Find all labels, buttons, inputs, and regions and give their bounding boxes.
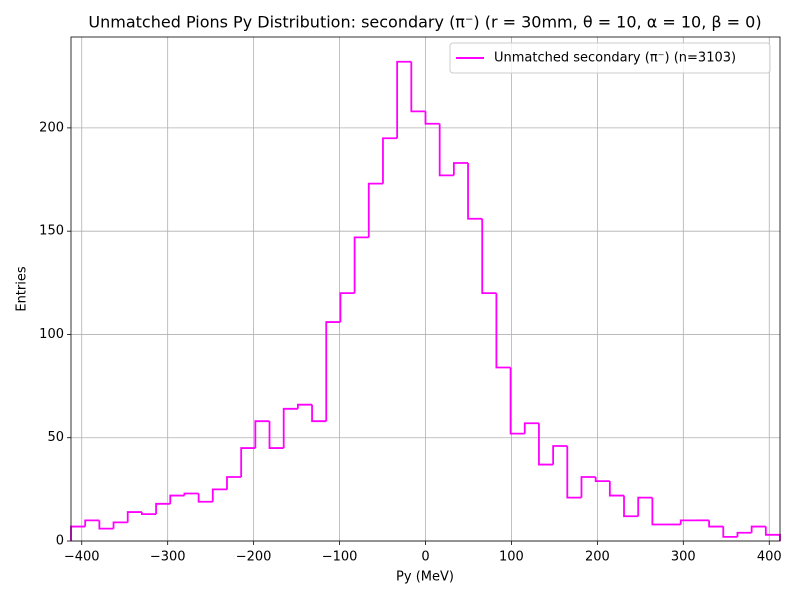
histogram-step (84, 519, 100, 527)
histogram-step (566, 445, 582, 499)
x-tick-label: 0 (421, 550, 429, 565)
histogram-step (282, 407, 298, 449)
x-tick-label: −300 (150, 550, 186, 565)
x-axis-label: Py (MeV) (396, 570, 454, 585)
x-tick-label: −100 (322, 550, 358, 565)
histogram-step (736, 531, 752, 537)
x-tick-label: 100 (499, 550, 524, 565)
histogram-step (254, 420, 270, 449)
chart-title: Unmatched Pions Py Distribution: seconda… (88, 13, 761, 32)
histogram-step (410, 61, 426, 113)
histogram-step (296, 403, 313, 409)
x-tick-label: 300 (671, 550, 696, 565)
histogram-step (126, 511, 142, 523)
histogram-step (382, 137, 398, 184)
histogram-step (552, 445, 568, 465)
histogram-step (481, 218, 497, 295)
x-tick-label: −400 (64, 550, 100, 565)
histogram-step (509, 367, 525, 435)
histogram-step (396, 60, 412, 139)
histogram-step (623, 495, 639, 518)
histogram-step (722, 526, 738, 538)
histogram-step (197, 493, 213, 503)
histogram-step (169, 494, 185, 504)
histogram-step (495, 293, 511, 369)
histogram-step (452, 162, 469, 176)
histogram-step (580, 476, 596, 498)
histogram-step (325, 321, 341, 422)
histogram-step (637, 496, 653, 517)
histogram-step (538, 423, 554, 466)
y-tick-label: 150 (39, 224, 64, 239)
y-tick-label: 100 (39, 327, 64, 342)
histogram-step (240, 447, 256, 477)
histogram-step (183, 492, 199, 496)
histogram-step (651, 497, 667, 526)
histogram-step (353, 236, 369, 294)
histogram-step (367, 182, 383, 238)
histogram-step (608, 481, 625, 497)
plot-frame (70, 36, 781, 542)
histogram-step (311, 404, 327, 423)
histogram-step (750, 525, 766, 533)
y-axis-label: Entries (15, 266, 30, 312)
histogram-step (226, 476, 242, 490)
histogram-step (112, 521, 128, 529)
x-tick-label: −200 (236, 550, 272, 565)
histogram-step (141, 512, 157, 516)
histogram-step (424, 111, 440, 125)
histogram-step (268, 421, 284, 449)
y-tick-label: 200 (39, 120, 64, 135)
y-tick-label: 50 (47, 430, 64, 445)
legend-box (449, 42, 771, 74)
histogram-step (708, 520, 724, 528)
histogram-step (339, 292, 355, 323)
histogram-step (523, 422, 539, 434)
histogram-step (438, 123, 454, 177)
histogram-step (467, 163, 483, 220)
histogram-step (155, 502, 171, 515)
x-tick-label: 200 (585, 550, 610, 565)
histogram-step (679, 519, 695, 525)
histogram-step (594, 476, 610, 482)
legend-label: Unmatched secondary (π⁻) (n=3103) (494, 51, 736, 66)
histogram-step (211, 488, 227, 502)
y-tick-label: 0 (56, 534, 64, 549)
histogram-step (98, 520, 114, 530)
x-tick-label: 400 (757, 550, 782, 565)
